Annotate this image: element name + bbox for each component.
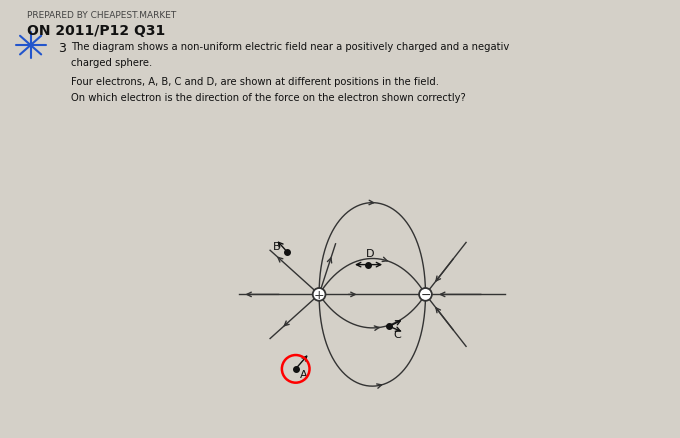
Text: +: +: [313, 288, 324, 301]
Circle shape: [313, 288, 326, 301]
Text: B: B: [273, 241, 281, 251]
Text: charged sphere.: charged sphere.: [71, 58, 152, 68]
Text: −: −: [420, 288, 430, 301]
Text: A: A: [300, 370, 307, 379]
Text: PREPARED BY CHEAPEST.MARKET: PREPARED BY CHEAPEST.MARKET: [27, 11, 176, 20]
Text: D: D: [366, 248, 375, 258]
Text: Four electrons, A, B, C and D, are shown at different positions in the field.: Four electrons, A, B, C and D, are shown…: [71, 77, 439, 87]
Text: On which electron is the direction of the force on the electron shown correctly?: On which electron is the direction of th…: [71, 93, 466, 103]
Text: The diagram shows a non-uniform electric field near a positively charged and a n: The diagram shows a non-uniform electric…: [71, 42, 509, 52]
Circle shape: [419, 288, 432, 301]
Text: ON 2011/P12 Q31: ON 2011/P12 Q31: [27, 24, 165, 38]
Text: 3: 3: [58, 42, 66, 55]
Text: C: C: [394, 329, 401, 339]
